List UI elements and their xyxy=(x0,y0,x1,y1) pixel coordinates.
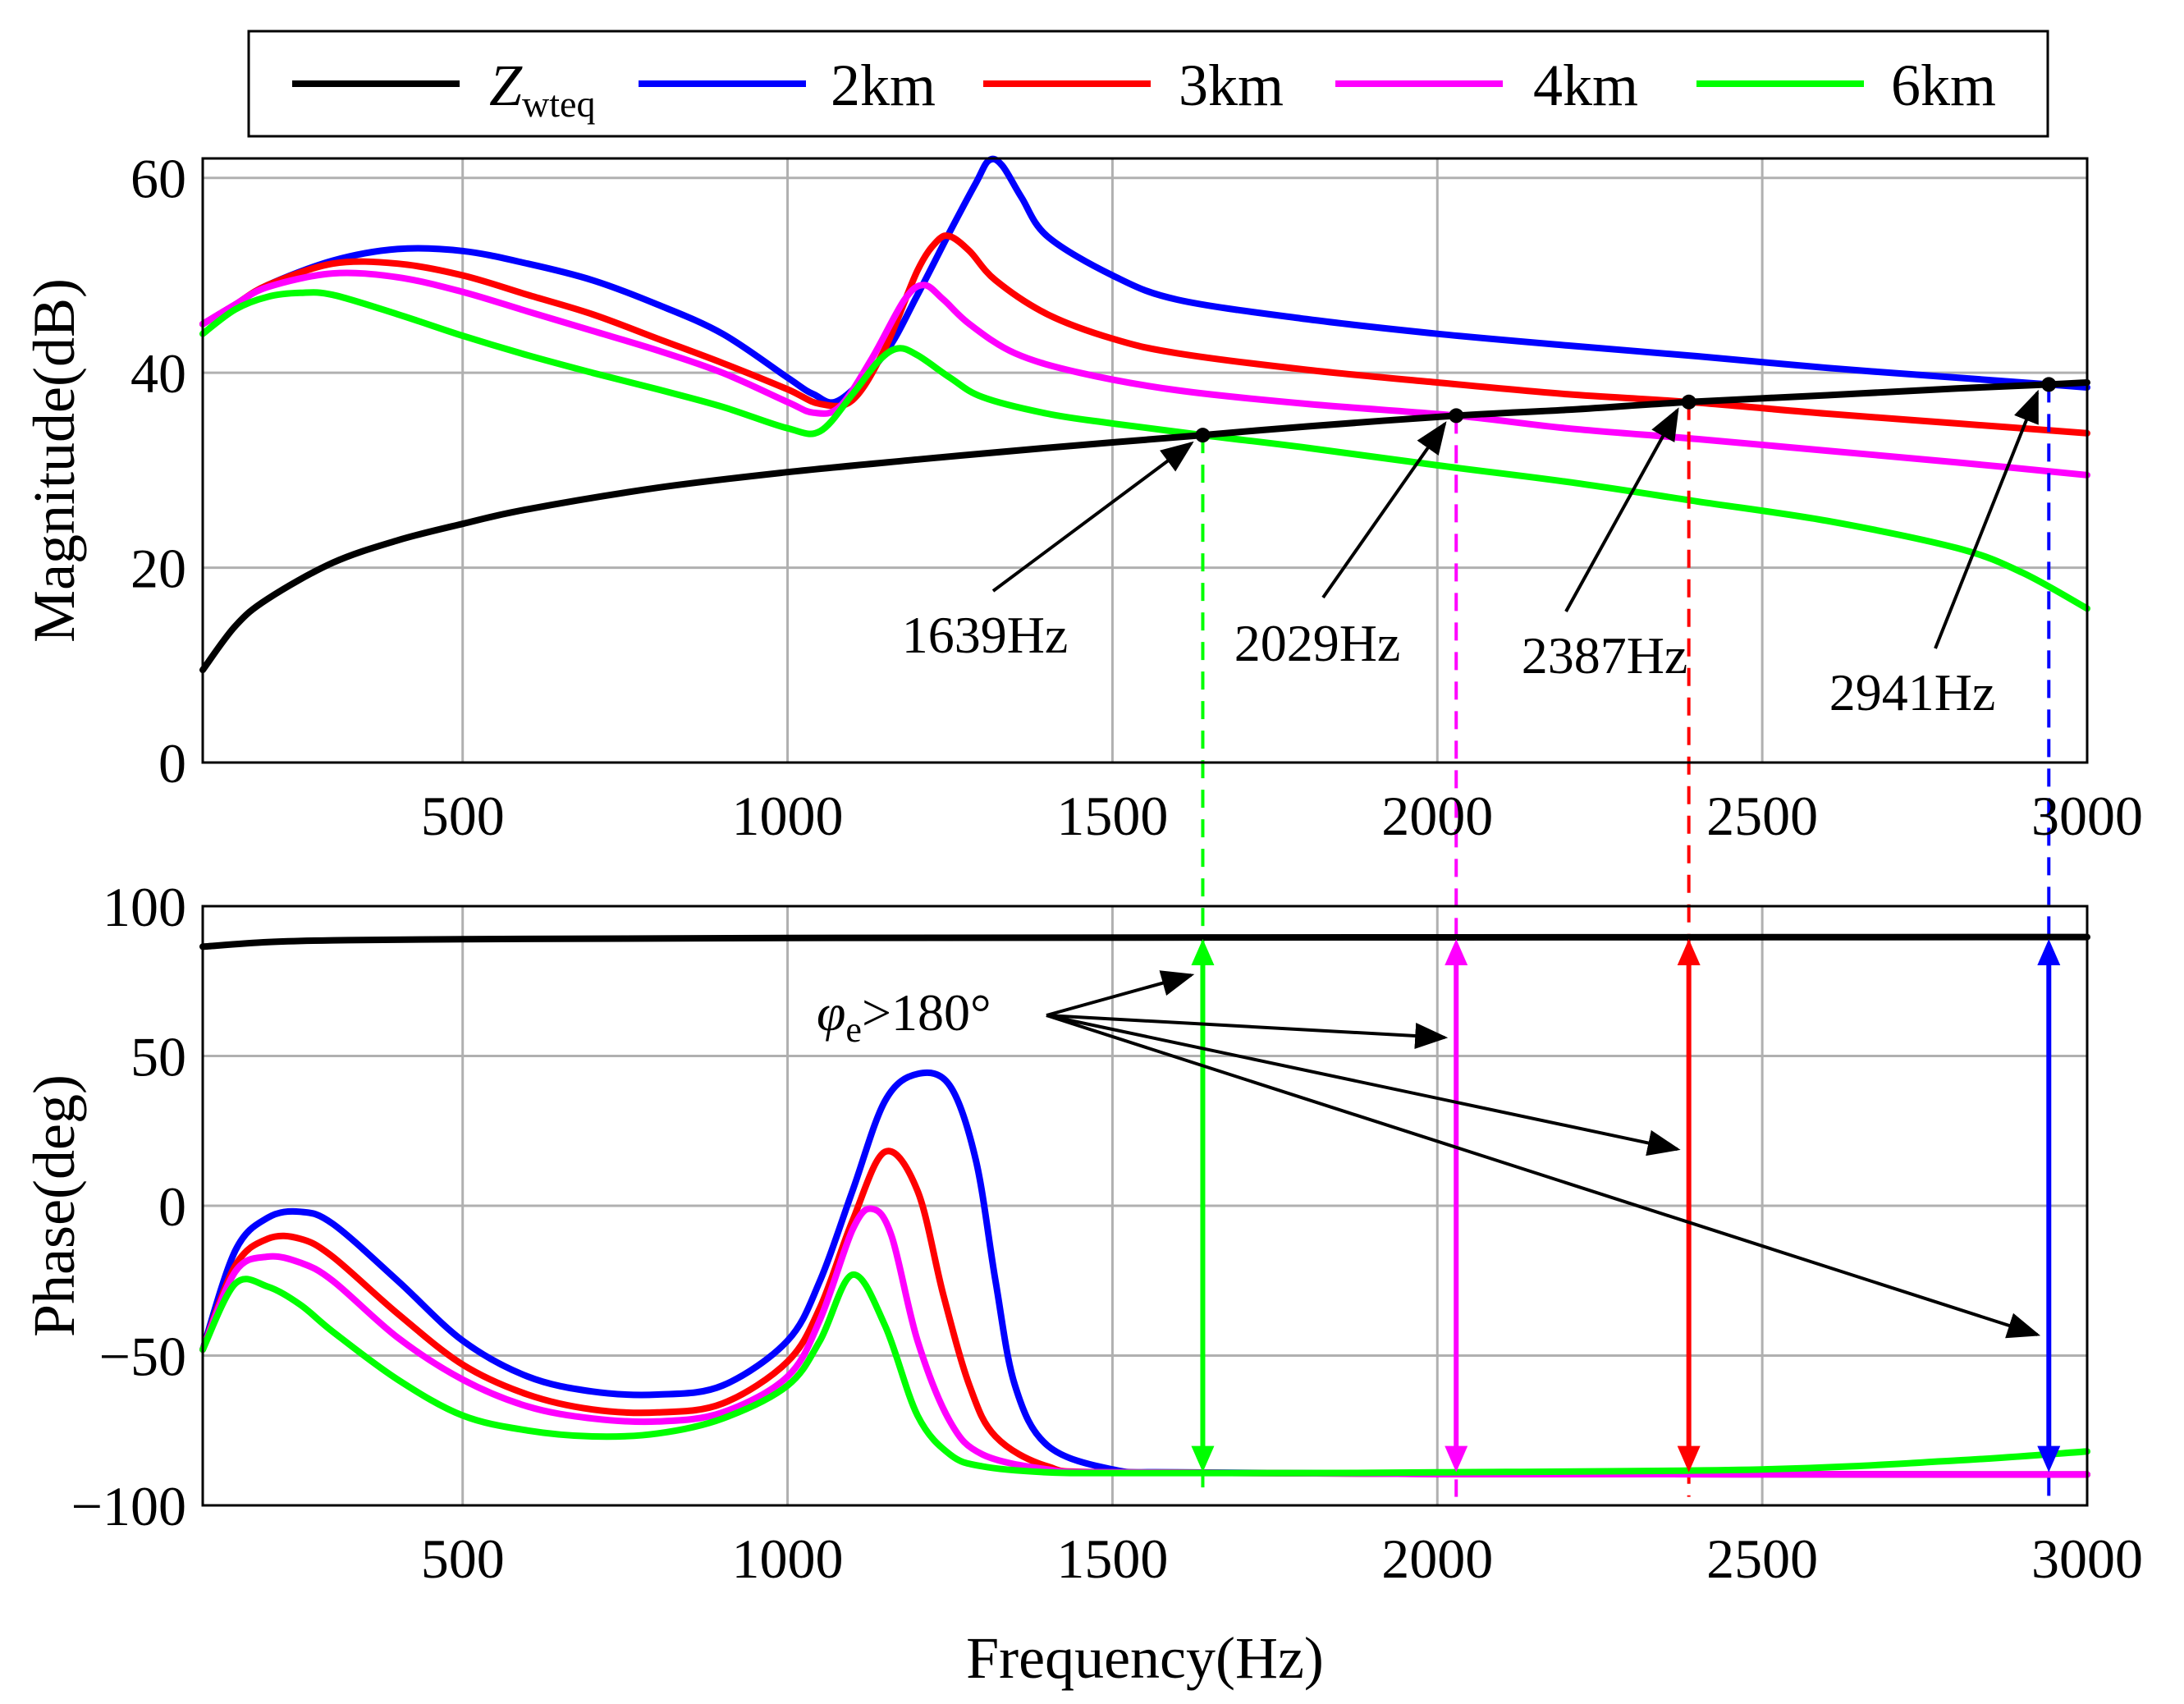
intersection-arrow-1639 xyxy=(991,441,1194,593)
phase-annotation-arrow-1639 xyxy=(1046,970,1195,1017)
magnitude-ylabel: Magnitude(dB) xyxy=(21,278,87,643)
legend-entry-4km: 4km xyxy=(1335,53,1638,118)
phase-ytick--100: −100 xyxy=(71,1475,186,1537)
phase-ylabel: Phase(deg) xyxy=(21,1074,87,1337)
intersection-dot-2029 xyxy=(1449,408,1464,424)
magnitude-series xyxy=(199,155,2090,674)
phase-annotation-arrow-2387 xyxy=(1046,1014,1681,1157)
phase-gap-arrow-up-1639 xyxy=(1191,938,1215,965)
phase-axes-box xyxy=(201,905,2089,1507)
magnitude-axes-box xyxy=(201,157,2089,764)
legend-label-6km: 6km xyxy=(1891,53,1996,118)
phase-xtick-500: 500 xyxy=(421,1528,505,1590)
legend-label-zwteq: Zwteq xyxy=(489,53,595,125)
phase-gap-arrow-down-2029 xyxy=(1445,1445,1468,1473)
phase-annotation-arrow-2941 xyxy=(1046,1014,2041,1339)
phase-annotation-sub: e xyxy=(845,1010,862,1050)
magnitude-line-6km xyxy=(199,289,2090,612)
magnitude-line-4km xyxy=(199,269,2090,479)
phase-gap-arrow-down-2941 xyxy=(2037,1445,2061,1473)
legend-label-zwteq-main: Z xyxy=(489,53,523,118)
phase-ytick--50: −50 xyxy=(99,1326,186,1388)
magnitude-ytick-40: 40 xyxy=(130,342,186,405)
legend-label-4km: 4km xyxy=(1533,53,1638,118)
phase-panel: 500 1000 1500 2000 2500 3000 −100 −50 0 50 100 Pha… xyxy=(21,876,2143,1691)
legend: Zwteq 2km 3km 4km 6km xyxy=(247,30,2049,138)
frequency-xlabel: Frequency(Hz) xyxy=(966,1625,1324,1691)
intersection-arrow-2387 xyxy=(1564,407,1679,612)
intersection-dot-1639 xyxy=(1195,428,1211,443)
phase-xtick-1500: 1500 xyxy=(1056,1528,1168,1590)
magnitude-ytick-0: 0 xyxy=(158,732,186,795)
phase-xtick-3000: 3000 xyxy=(2031,1528,2143,1590)
magnitude-xtick-2000: 2000 xyxy=(1381,785,1493,847)
legend-label-3km: 3km xyxy=(1179,53,1284,118)
intersection-label-1639: 1639Hz xyxy=(902,606,1069,664)
legend-label-2km: 2km xyxy=(831,53,936,118)
phase-line-2km xyxy=(199,1069,2090,1478)
legend-entry-3km: 3km xyxy=(983,53,1284,118)
phase-annotation-text: φe>180° xyxy=(817,983,991,1050)
magnitude-tick-labels: 500 1000 1500 2000 2500 3000 0 20 40 60 xyxy=(130,148,2143,847)
magnitude-xtick-500: 500 xyxy=(421,785,505,847)
magnitude-line-3km xyxy=(199,232,2090,437)
legend-entry-zwteq: Zwteq xyxy=(292,53,595,125)
phase-annotation-arrow-2029 xyxy=(1046,1014,1449,1049)
phase-ytick-50: 50 xyxy=(130,1026,186,1088)
phase-line-zwteq xyxy=(199,933,2090,950)
phase-gap-arrow-up-2941 xyxy=(2037,938,2061,965)
intersection-label-2387: 2387Hz xyxy=(1522,626,1688,685)
magnitude-xtick-1000: 1000 xyxy=(732,785,844,847)
phase-xtick-2000: 2000 xyxy=(1381,1528,1493,1590)
phase-gap-arrow-up-2387 xyxy=(1677,938,1701,965)
magnitude-line-zwteq xyxy=(199,379,2090,674)
phase-grid xyxy=(203,905,2089,1505)
phase-annotation-symbol: φ xyxy=(817,983,845,1042)
phase-gap-arrow-down-2387 xyxy=(1677,1445,1701,1473)
phase-gap-arrow-down-1639 xyxy=(1191,1445,1215,1473)
phase-line-4km xyxy=(199,1205,2090,1478)
phase-annotation: φe>180° xyxy=(817,970,2041,1339)
phase-annotation-rest: >180° xyxy=(862,983,991,1042)
magnitude-grid xyxy=(203,158,2089,763)
phase-ytick-0: 0 xyxy=(158,1175,186,1238)
magnitude-ytick-60: 60 xyxy=(130,148,186,210)
intersection-arrow-2941 xyxy=(1934,389,2040,649)
intersection-dot-2941 xyxy=(2041,377,2057,392)
intersection-arrow-2029 xyxy=(1321,421,1447,599)
legend-entry-2km: 2km xyxy=(639,53,936,118)
phase-xtick-2500: 2500 xyxy=(1706,1528,1818,1590)
magnitude-ytick-20: 20 xyxy=(130,538,186,600)
magnitude-xtick-3000: 3000 xyxy=(2031,785,2143,847)
phase-guides xyxy=(1191,938,2061,1473)
legend-entry-6km: 6km xyxy=(1696,53,1996,118)
magnitude-annotations: 1639Hz 2029Hz 2387Hz 2941Hz xyxy=(902,377,2057,721)
phase-gap-arrow-up-2029 xyxy=(1445,938,1468,965)
phase-series xyxy=(199,933,2090,1478)
magnitude-line-2km xyxy=(199,155,2090,406)
intersection-dot-2387 xyxy=(1681,394,1696,410)
magnitude-xtick-1500: 1500 xyxy=(1056,785,1168,847)
phase-line-6km xyxy=(199,1271,2090,1477)
phase-xtick-1000: 1000 xyxy=(732,1528,844,1590)
phase-tick-labels: 500 1000 1500 2000 2500 3000 −100 −50 0 50 100 xyxy=(71,876,2143,1590)
legend-label-zwteq-sub: wteq xyxy=(522,83,595,125)
intersection-label-2029: 2029Hz xyxy=(1234,614,1401,672)
phase-ytick-100: 100 xyxy=(103,876,186,938)
intersection-label-2941: 2941Hz xyxy=(1829,663,1996,721)
magnitude-xtick-2500: 2500 xyxy=(1706,785,1818,847)
